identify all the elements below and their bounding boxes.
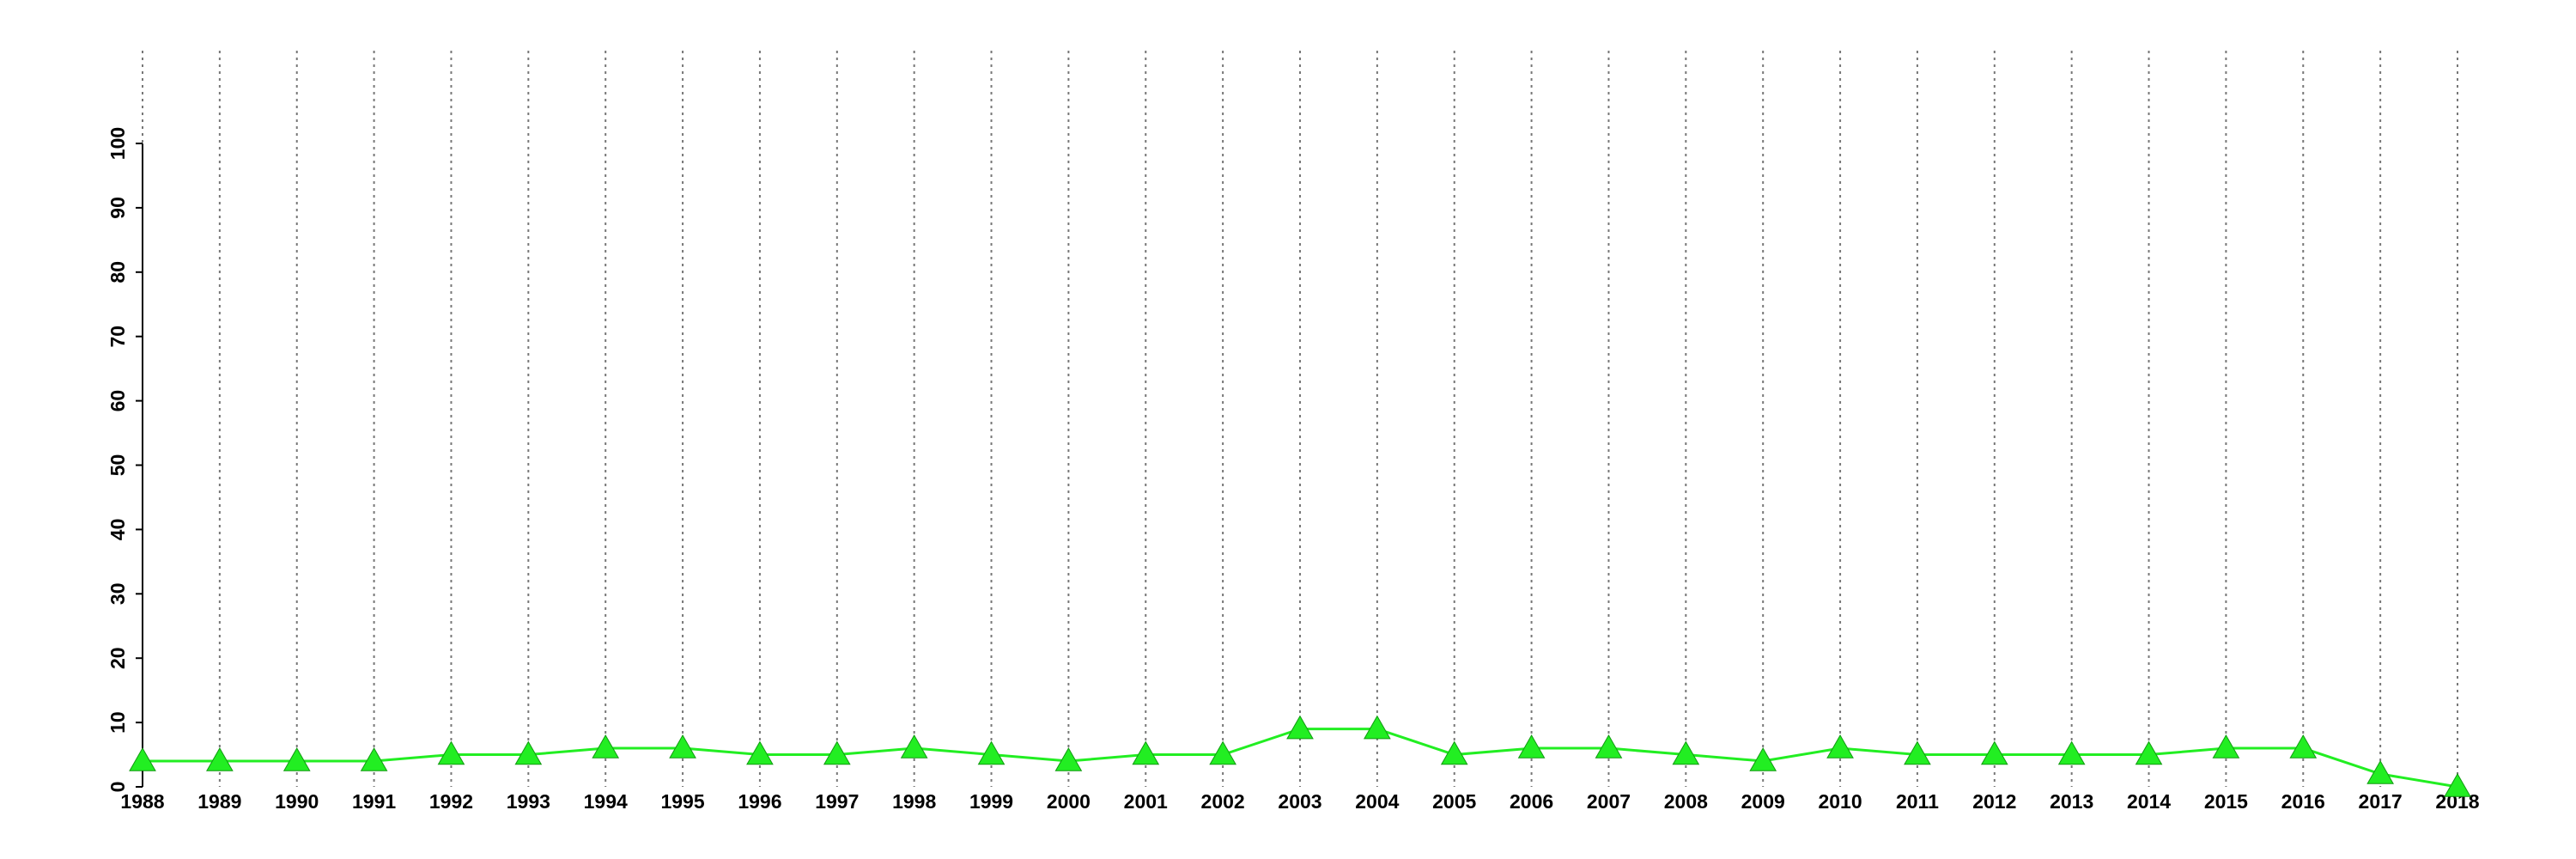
marker bbox=[1517, 734, 1546, 758]
marker bbox=[977, 740, 1005, 765]
x-tick-label: 2004 bbox=[1355, 790, 1399, 813]
y-tick-label: 30 bbox=[106, 583, 129, 606]
y-tick-label: 80 bbox=[106, 261, 129, 283]
x-tick-label: 1990 bbox=[275, 790, 319, 813]
marker bbox=[1132, 740, 1160, 765]
marker bbox=[1286, 715, 1314, 740]
y-tick-label: 60 bbox=[106, 390, 129, 412]
y-tick-label: 100 bbox=[106, 127, 129, 160]
x-tick-label: 2010 bbox=[1818, 790, 1862, 813]
x-tick-label: 2008 bbox=[1664, 790, 1708, 813]
x-tick-label: 1998 bbox=[892, 790, 936, 813]
x-tick-label: 1993 bbox=[507, 790, 550, 813]
x-tick-label: 2013 bbox=[2050, 790, 2093, 813]
x-tick-label: 2000 bbox=[1047, 790, 1091, 813]
marker bbox=[2135, 740, 2163, 765]
x-tick-label: 1992 bbox=[429, 790, 473, 813]
marker bbox=[2289, 734, 2318, 758]
y-tick-label: 90 bbox=[106, 197, 129, 219]
y-tick-label: 20 bbox=[106, 647, 129, 669]
marker bbox=[592, 734, 620, 758]
x-tick-label: 1999 bbox=[969, 790, 1013, 813]
x-tick-label: 2007 bbox=[1587, 790, 1631, 813]
x-tick-label: 2017 bbox=[2359, 790, 2403, 813]
marker bbox=[1595, 734, 1623, 758]
y-tick-label: 40 bbox=[106, 519, 129, 541]
x-tick-label: 1988 bbox=[120, 790, 164, 813]
x-tick-label: 2011 bbox=[1896, 790, 1939, 813]
x-tick-label: 1991 bbox=[352, 790, 396, 813]
marker bbox=[514, 740, 543, 765]
marker bbox=[1980, 740, 2008, 765]
marker bbox=[206, 747, 234, 771]
x-tick-label: 2016 bbox=[2281, 790, 2325, 813]
marker bbox=[669, 734, 696, 758]
x-tick-label: 1994 bbox=[584, 790, 628, 813]
marker bbox=[129, 747, 156, 771]
marker bbox=[2444, 772, 2471, 797]
marker bbox=[360, 747, 388, 771]
marker bbox=[1209, 740, 1236, 765]
y-tick-label: 50 bbox=[106, 454, 129, 477]
marker bbox=[1826, 734, 1854, 758]
marker bbox=[1672, 740, 1700, 765]
x-tick-label: 2012 bbox=[1972, 790, 2016, 813]
marker bbox=[2366, 760, 2394, 784]
marker bbox=[437, 740, 465, 765]
marker bbox=[823, 740, 851, 765]
marker bbox=[2212, 734, 2240, 758]
x-tick-label: 1995 bbox=[660, 790, 704, 813]
marker bbox=[2057, 740, 2086, 765]
x-tick-label: 1997 bbox=[815, 790, 859, 813]
marker bbox=[746, 740, 774, 765]
marker bbox=[1749, 747, 1777, 771]
x-tick-label: 1989 bbox=[197, 790, 241, 813]
y-tick-label: 70 bbox=[106, 326, 129, 348]
x-tick-label: 2014 bbox=[2127, 790, 2171, 813]
y-tick-label: 10 bbox=[106, 711, 129, 734]
x-tick-label: 2003 bbox=[1278, 790, 1321, 813]
marker bbox=[900, 734, 928, 758]
x-tick-label: 1996 bbox=[738, 790, 781, 813]
marker bbox=[1364, 715, 1391, 740]
x-tick-label: 2006 bbox=[1510, 790, 1553, 813]
x-tick-label: 2005 bbox=[1432, 790, 1476, 813]
marker bbox=[1440, 740, 1468, 765]
x-tick-label: 2002 bbox=[1201, 790, 1245, 813]
x-tick-label: 2009 bbox=[1741, 790, 1785, 813]
marker bbox=[283, 747, 311, 771]
x-tick-label: 2001 bbox=[1124, 790, 1168, 813]
x-tick-label: 2015 bbox=[2204, 790, 2248, 813]
y-tick-label: 0 bbox=[106, 782, 129, 793]
marker bbox=[1904, 740, 1931, 765]
marker bbox=[1054, 747, 1083, 771]
